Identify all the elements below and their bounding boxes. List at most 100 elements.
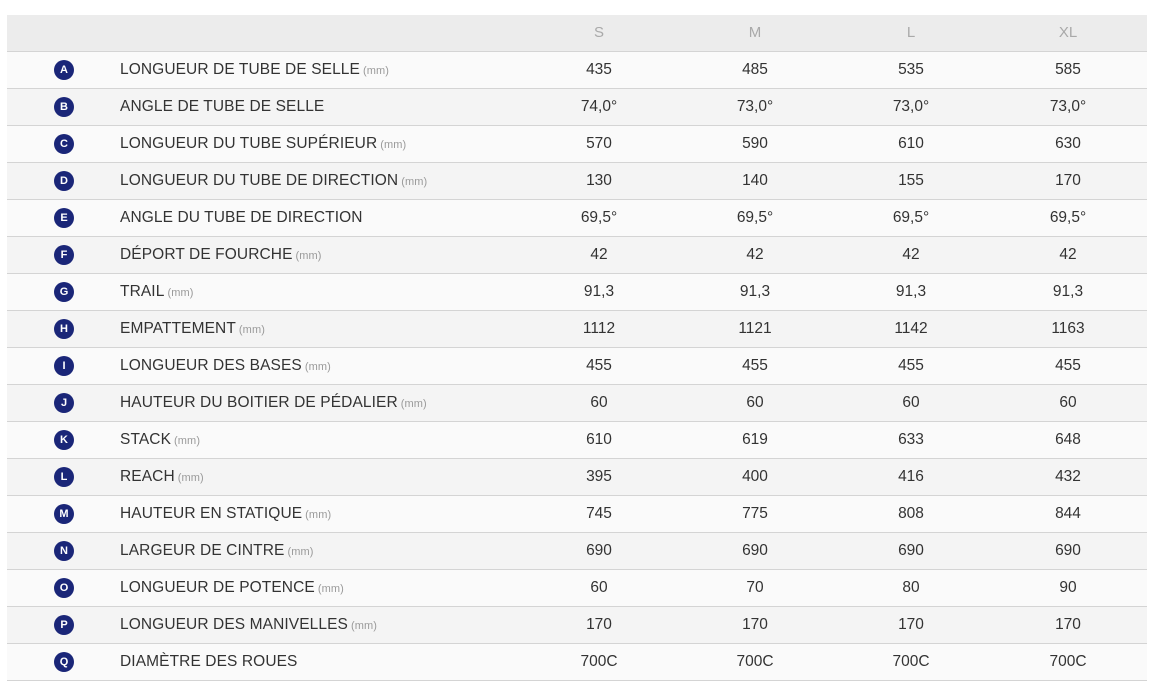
table-row: E ANGLE DU TUBE DE DIRECTION 69,5° 69,5°…	[7, 199, 1147, 236]
table-row: Q DIAMÈTRE DES ROUES 700C 700C 700C 700C	[7, 643, 1147, 680]
unit-label: (mm)	[174, 434, 201, 447]
badge-cell: N	[7, 532, 74, 569]
value-size-l: 91,3	[895, 282, 927, 300]
table-row: J HAUTEUR DU BOITIER DE PÉDALIER (mm) 60 …	[7, 384, 1147, 421]
value-size-l: 60	[902, 393, 920, 411]
measurement-label: DÉPORT DE FOURCHE	[120, 245, 293, 263]
letter-badge: I	[54, 355, 74, 376]
measurement-label: LONGUEUR DES MANIVELLES	[120, 615, 348, 633]
value-size-s: 610	[586, 430, 612, 448]
value-size-m: 775	[742, 504, 768, 522]
measurement-label-cell: LONGUEUR DU TUBE DE DIRECTION (mm)	[67, 162, 521, 199]
table-row: F DÉPORT DE FOURCHE (mm) 42 42 42 42	[7, 236, 1147, 273]
value-size-m: 690	[742, 541, 768, 559]
value-size-m: 91,3	[739, 282, 771, 300]
value-size-m: 60	[746, 393, 764, 411]
value-size-m: 140	[742, 171, 768, 189]
value-size-l: 80	[902, 578, 920, 596]
value-size-s: 455	[586, 356, 612, 374]
value-size-s: 170	[586, 615, 612, 633]
badge-cell: F	[7, 236, 74, 273]
badge-cell: I	[7, 347, 74, 384]
value-size-s: 130	[586, 171, 612, 189]
value-size-l: 73,0°	[892, 97, 930, 115]
letter-badge: D	[54, 170, 74, 191]
header-size-s: S	[593, 24, 604, 42]
value-size-l: 700C	[892, 652, 930, 670]
value-size-l: 455	[898, 356, 924, 374]
measurement-label-cell: LARGEUR DE CINTRE (mm)	[67, 532, 521, 569]
header-row: S M L XL	[7, 15, 1147, 51]
table-row: D LONGUEUR DU TUBE DE DIRECTION (mm) 130 …	[7, 162, 1147, 199]
table-row: K STACK (mm) 610 619 633 648	[7, 421, 1147, 458]
measurement-label-cell: TRAIL (mm)	[67, 273, 521, 310]
letter-badge: L	[54, 466, 74, 487]
value-size-m: 619	[742, 430, 768, 448]
value-size-xl: 91,3	[1052, 282, 1084, 300]
letter-badge: P	[54, 614, 74, 635]
badge-cell: E	[7, 199, 74, 236]
value-size-s: 74,0°	[580, 97, 618, 115]
value-size-l: 170	[898, 615, 924, 633]
value-size-xl: 90	[1059, 578, 1077, 596]
table-row: B ANGLE DE TUBE DE SELLE 74,0° 73,0° 73,…	[7, 88, 1147, 125]
letter-badge: E	[54, 207, 74, 228]
value-size-s: 700C	[580, 652, 618, 670]
letter-badge: B	[54, 96, 74, 117]
unit-label: (mm)	[304, 360, 331, 373]
measurement-label-cell: LONGUEUR DE POTENCE (mm)	[67, 569, 521, 606]
table-body: A LONGUEUR DE TUBE DE SELLE (mm) 435 485 …	[7, 51, 1147, 680]
measurement-label: HAUTEUR DU BOITIER DE PÉDALIER	[120, 393, 398, 411]
measurement-label: DIAMÈTRE DES ROUES	[120, 652, 298, 670]
value-size-l: 633	[898, 430, 924, 448]
unit-label: (mm)	[305, 508, 332, 521]
value-size-s: 745	[586, 504, 612, 522]
measurement-label: LONGUEUR DU TUBE DE DIRECTION	[120, 171, 399, 189]
value-size-l: 808	[898, 504, 924, 522]
value-size-s: 1112	[582, 319, 616, 337]
value-size-l: 535	[898, 60, 924, 78]
table-row: L REACH (mm) 395 400 416 432	[7, 458, 1147, 495]
unit-label: (mm)	[401, 175, 428, 188]
letter-badge: O	[54, 577, 74, 598]
badge-cell: H	[7, 310, 74, 347]
value-size-xl: 690	[1055, 541, 1081, 559]
value-size-xl: 60	[1059, 393, 1077, 411]
measurement-label-cell: DÉPORT DE FOURCHE (mm)	[67, 236, 521, 273]
value-size-m: 170	[742, 615, 768, 633]
measurement-label: TRAIL	[120, 282, 165, 300]
measurement-label-cell: LONGUEUR DES MANIVELLES (mm)	[67, 606, 521, 643]
value-size-s: 91,3	[583, 282, 615, 300]
value-size-l: 155	[898, 171, 924, 189]
badge-cell: M	[7, 495, 74, 532]
badge-cell: L	[7, 458, 74, 495]
table-row: A LONGUEUR DE TUBE DE SELLE (mm) 435 485 …	[7, 51, 1147, 88]
unit-label: (mm)	[238, 323, 265, 336]
table-row: O LONGUEUR DE POTENCE (mm) 60 70 80 90	[7, 569, 1147, 606]
table-row: M HAUTEUR EN STATIQUE (mm) 745 775 808 84…	[7, 495, 1147, 532]
unit-label: (mm)	[350, 619, 378, 632]
badge-cell: J	[7, 384, 74, 421]
measurement-label: REACH	[120, 467, 175, 485]
measurement-label-cell: EMPATTEMENT (mm)	[67, 310, 521, 347]
letter-badge: J	[54, 392, 74, 413]
measurement-label: LARGEUR DE CINTRE	[120, 541, 285, 559]
measurement-label: EMPATTEMENT	[120, 319, 236, 337]
unit-label: (mm)	[380, 138, 407, 151]
value-size-xl: 844	[1055, 504, 1081, 522]
table-row: G TRAIL (mm) 91,3 91,3 91,3 91,3	[7, 273, 1147, 310]
badge-cell: A	[7, 51, 74, 88]
value-size-xl: 170	[1055, 171, 1081, 189]
header-size-m: M	[748, 24, 762, 42]
measurement-label-cell: DIAMÈTRE DES ROUES	[67, 643, 521, 680]
value-size-xl: 42	[1059, 245, 1077, 263]
value-size-xl: 432	[1055, 467, 1081, 485]
letter-badge: A	[54, 59, 74, 80]
value-size-xl: 700C	[1049, 652, 1087, 670]
value-size-m: 485	[742, 60, 768, 78]
badge-cell: Q	[7, 643, 74, 680]
value-size-l: 416	[898, 467, 924, 485]
value-size-xl: 69,5°	[1049, 208, 1087, 226]
measurement-label: STACK	[120, 430, 172, 448]
badge-cell: K	[7, 421, 74, 458]
